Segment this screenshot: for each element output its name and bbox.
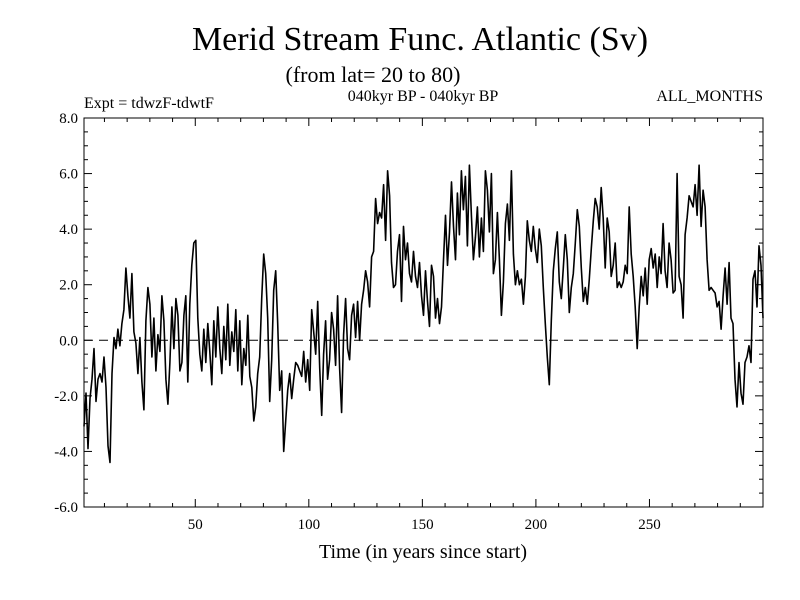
- plot-area: -6.0 -4.0 -2.0 0.0 2.0 4.0 6.0 8.0 50 100 150 200 25…: [54, 111, 764, 533]
- x-tick-label: 250: [638, 517, 661, 533]
- x-tick-label: 150: [411, 517, 434, 533]
- y-tick-label: 6.0: [59, 167, 78, 183]
- y-tick-label: 0.0: [59, 333, 78, 349]
- series-line: [83, 164, 764, 464]
- y-tick-label: 4.0: [59, 222, 78, 238]
- plot-frame: [83, 117, 764, 508]
- y-tick-label: -4.0: [54, 444, 78, 460]
- chart-title: Merid Stream Func. Atlantic (Sv): [192, 21, 648, 58]
- period-label: 040kyr BP - 040kyr BP: [348, 88, 499, 105]
- season-label: ALL_MONTHS: [656, 88, 763, 105]
- experiment-label: Expt = tdwzF-tdwtF: [84, 95, 214, 112]
- y-tick-label: 8.0: [59, 111, 78, 127]
- x-tick-label: 200: [525, 517, 548, 533]
- chart-subtitle: (from lat= 20 to 80): [286, 62, 461, 87]
- y-tick-label: 2.0: [59, 278, 78, 294]
- y-tick-label: -6.0: [54, 500, 78, 516]
- x-tick-label: 50: [188, 517, 203, 533]
- y-tick-label: -2.0: [54, 389, 78, 405]
- x-tick-label: 100: [298, 517, 321, 533]
- x-axis-label: Time (in years since start): [319, 541, 527, 563]
